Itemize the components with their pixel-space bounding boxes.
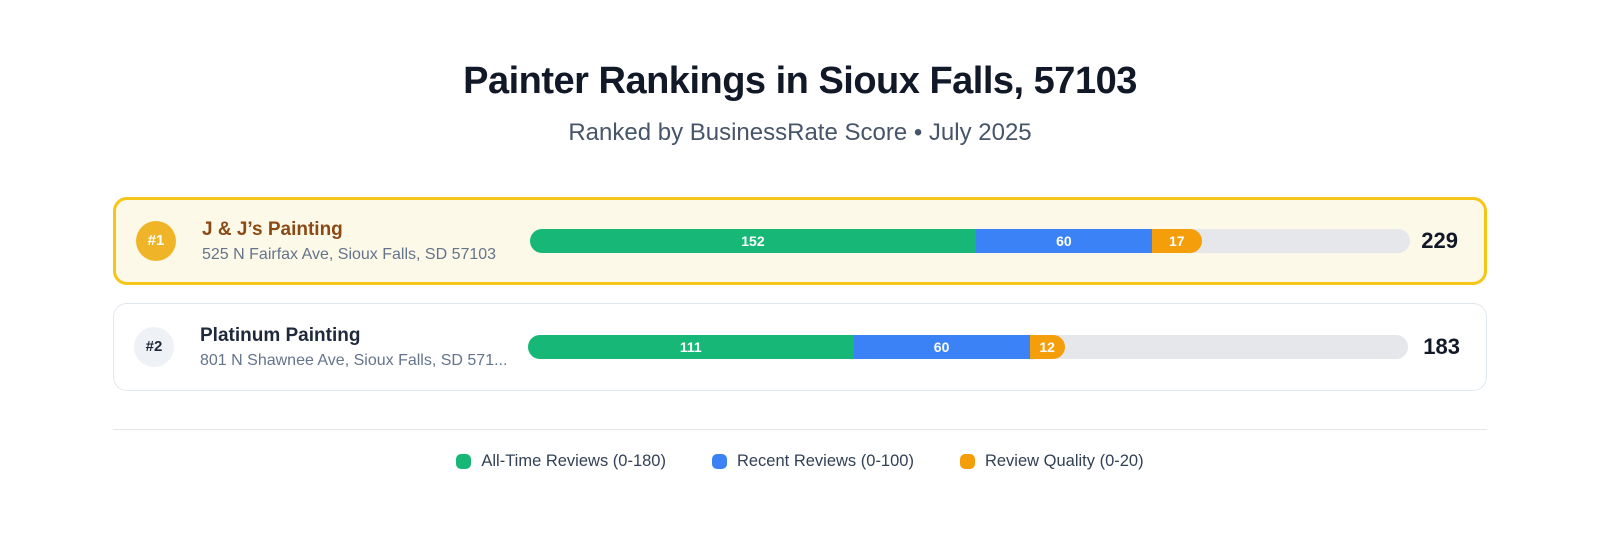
segment-recent-reviews: 60 [975,228,1152,253]
segment-review-quality: 12 [1029,334,1065,359]
segment-value-label: 111 [679,338,702,355]
segment-all-time-reviews: 111 [528,334,854,359]
score-bar-track: 152 60 17 [530,228,1410,253]
page-header: Painter Rankings in Sioux Falls, 57103 R… [113,60,1487,147]
divider [113,428,1487,430]
segment-value-label: 152 [741,232,765,249]
business-address: 801 N Shawnee Ave, Sioux Falls, SD 571..… [200,351,508,369]
segment-review-quality: 17 [1151,228,1202,253]
total-score: 183 [1423,333,1460,359]
legend-label: Review Quality (0-20) [984,451,1144,470]
segment-all-time-reviews: 152 [530,228,976,253]
business-address: 525 N Fairfax Ave, Sioux Falls, SD 57103 [202,245,497,263]
ranking-card-2[interactable]: #2 Platinum Painting 801 N Shawnee Ave, … [113,302,1487,391]
legend-label: Recent Reviews (0-100) [736,451,914,470]
legend-label: All-Time Reviews (0-180) [481,451,666,470]
business-name: J & J’s Painting [202,218,343,240]
business-name: Platinum Painting [200,324,361,346]
page-subtitle: Ranked by BusinessRate Score • July 2025 [568,118,1032,146]
recent-reviews-color-dot-icon [711,453,727,469]
segment-recent-reviews: 60 [853,334,1030,359]
total-score: 229 [1421,227,1458,253]
all-time-reviews-color-dot-icon [456,453,472,469]
legend-item-review-quality: Review Quality (0-20) [959,451,1144,471]
segment-value-label: 60 [933,338,950,355]
segment-value-label: 60 [1056,232,1072,249]
rankings-list: #1 J & J’s Painting 525 N Fairfax Ave, S… [113,196,1487,391]
legend-item-recent-reviews: Recent Reviews (0-100) [711,451,914,471]
review-quality-color-dot-icon [959,453,975,469]
legend: All-Time Reviews (0-180) Recent Reviews … [113,452,1487,471]
ranking-card-1[interactable]: #1 J & J’s Painting 525 N Fairfax Ave, S… [113,196,1487,285]
rank-badge: #1 [136,220,176,261]
page-container: Painter Rankings in Sioux Falls, 57103 R… [113,60,1487,471]
segment-value-label: 17 [1169,232,1185,249]
segment-value-label: 12 [1039,338,1055,355]
page-title: Painter Rankings in Sioux Falls, 57103 [463,60,1137,102]
rank-badge: #2 [134,326,174,367]
legend-item-all-time-reviews: All-Time Reviews (0-180) [456,452,666,471]
business-info: Platinum Painting 801 N Shawnee Ave, Sio… [200,324,528,370]
score-bar-track: 111 60 12 [528,334,1408,359]
business-info: J & J’s Painting 525 N Fairfax Ave, Siou… [202,218,530,264]
